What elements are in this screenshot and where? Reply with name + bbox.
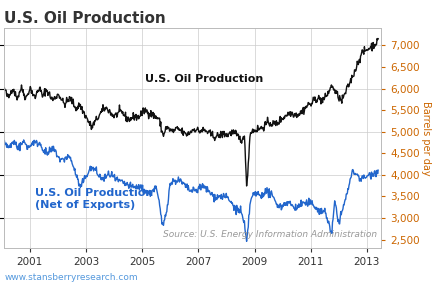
Text: Source: U.S. Energy Information Administration: Source: U.S. Energy Information Administ… <box>163 230 377 239</box>
Text: U.S. Oil Production: U.S. Oil Production <box>4 11 166 26</box>
Text: U.S. Oil Production
(Net of Exports): U.S. Oil Production (Net of Exports) <box>35 188 154 210</box>
Y-axis label: Barrels per day: Barrels per day <box>421 101 431 175</box>
Text: U.S. Oil Production: U.S. Oil Production <box>145 74 263 84</box>
Text: www.stansberryresearch.com: www.stansberryresearch.com <box>4 273 138 282</box>
